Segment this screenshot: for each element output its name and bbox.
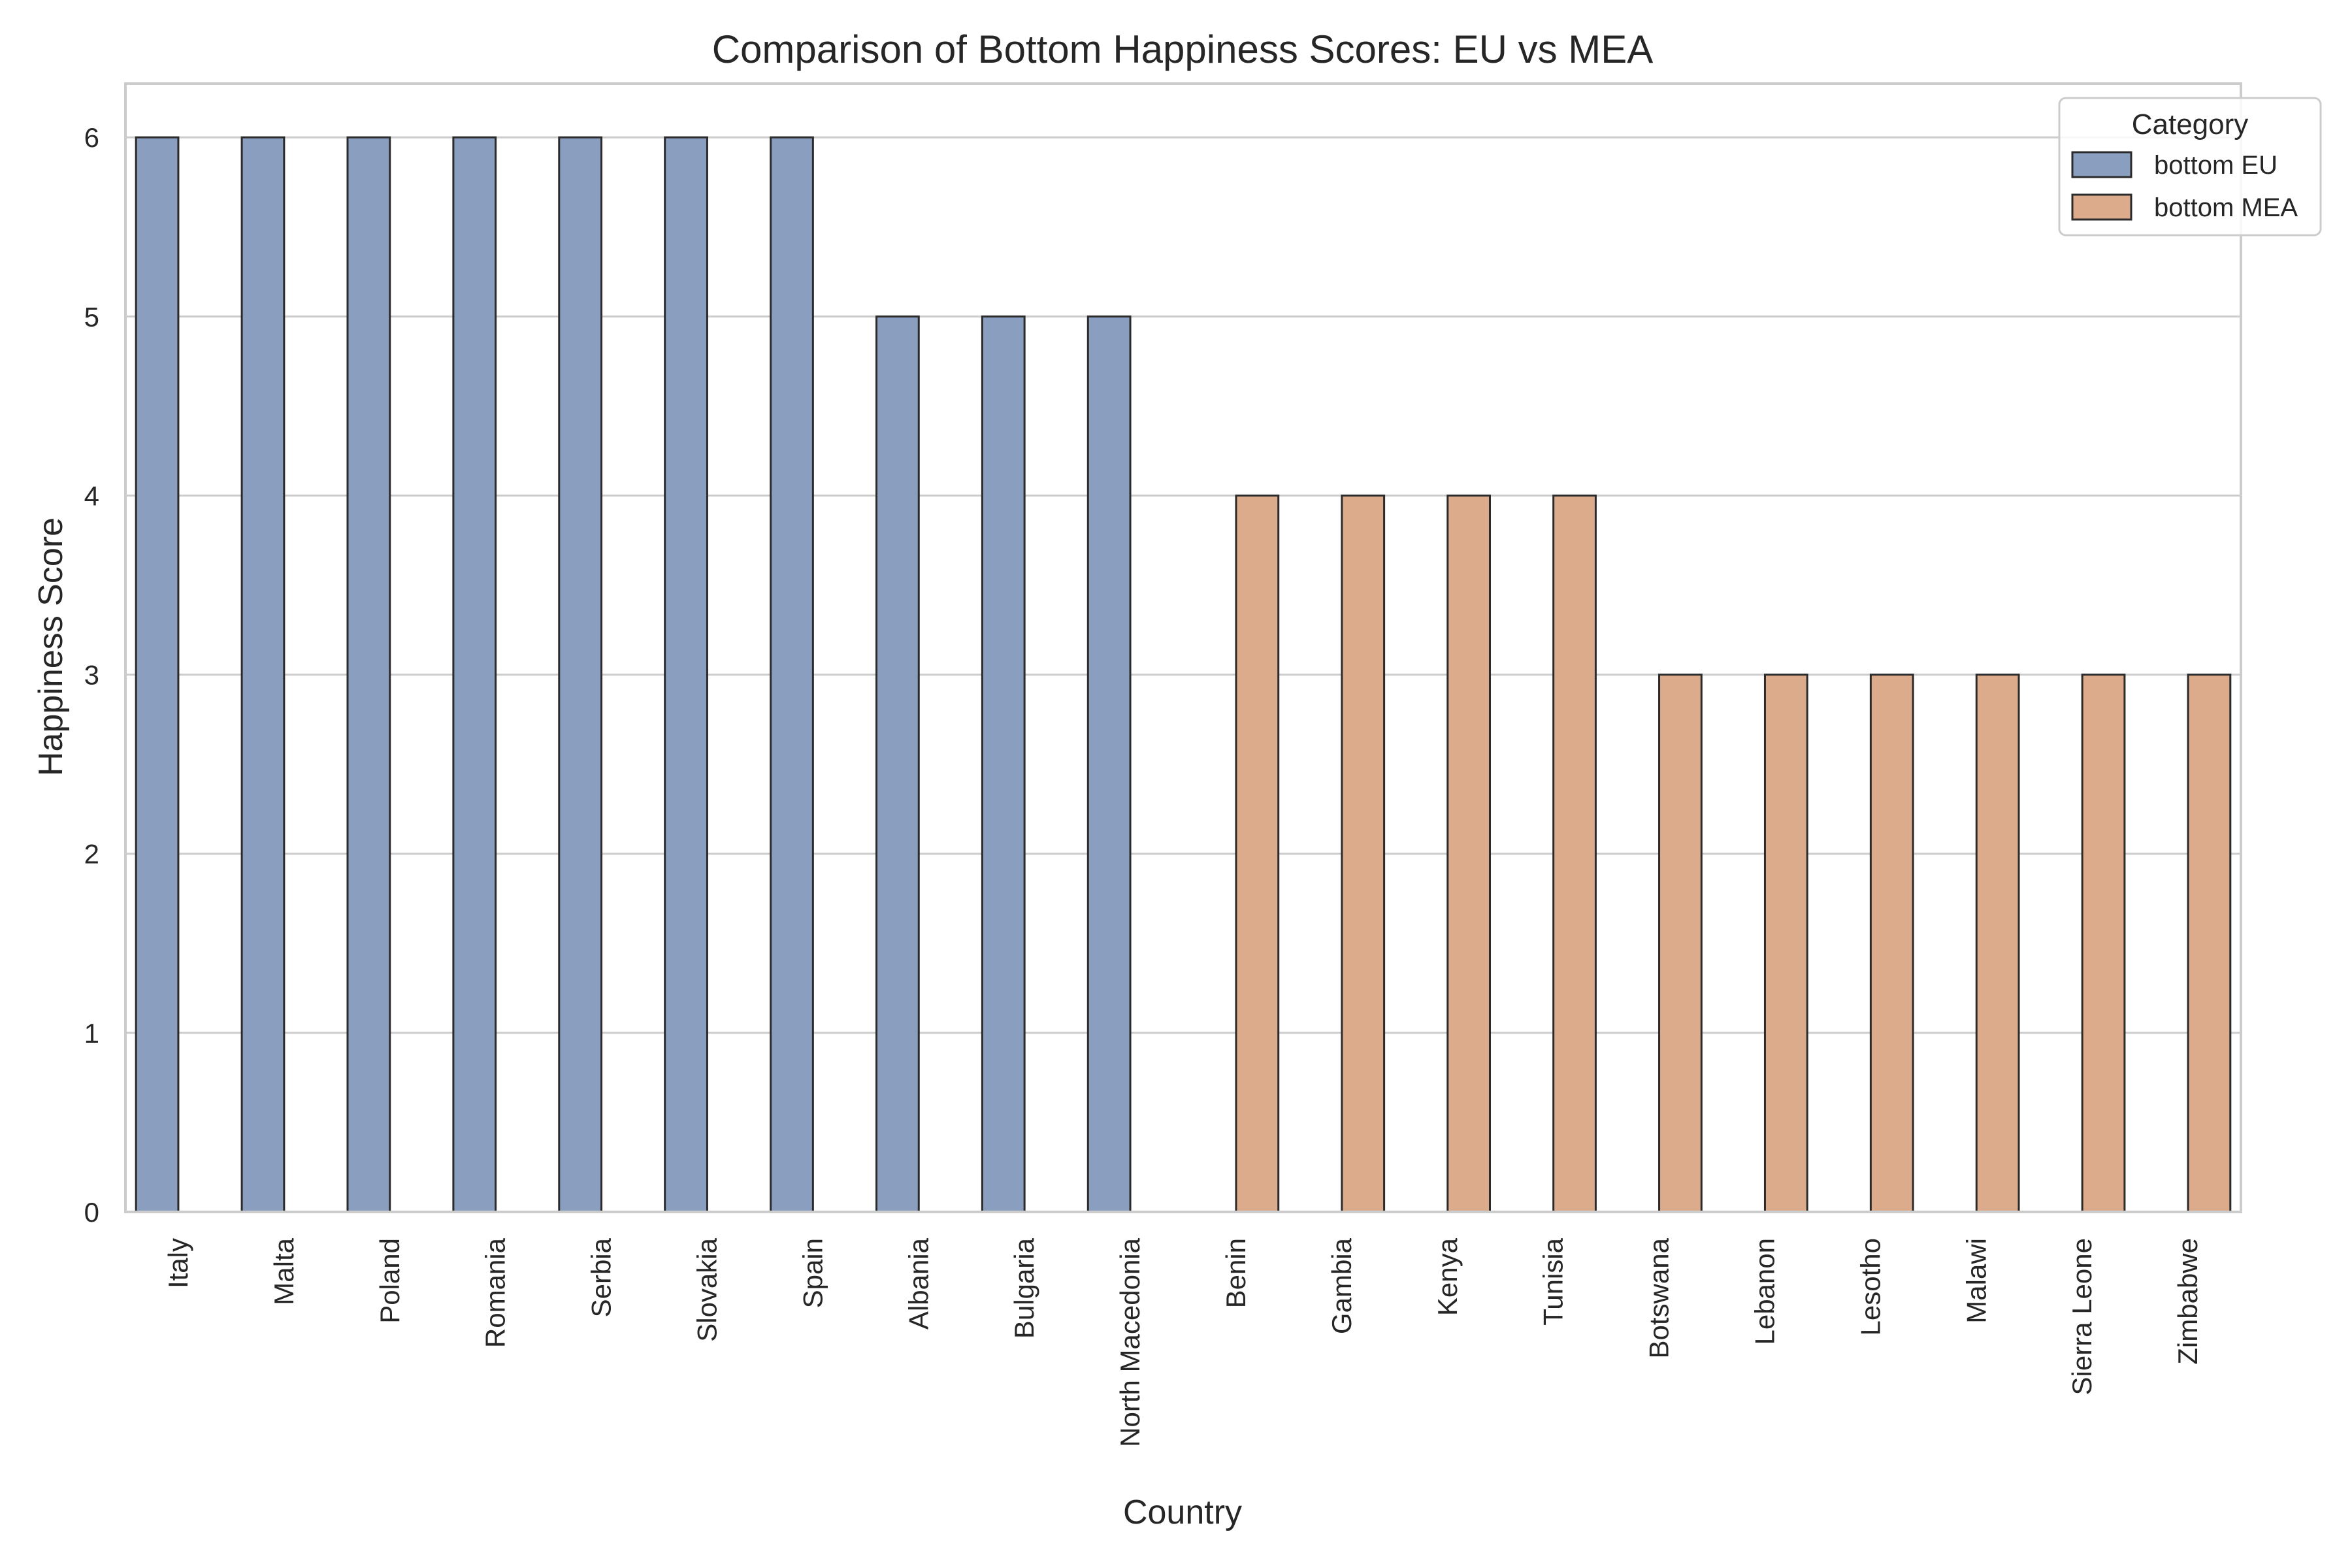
- x-tick-label: Malta: [269, 1237, 299, 1305]
- bar-bottom-mea: [2081, 674, 2126, 1213]
- legend-swatch: [2071, 151, 2132, 178]
- bar-bottom-eu: [1086, 315, 1132, 1213]
- y-axis-label: Happiness Score: [32, 517, 70, 776]
- x-tick-label: Gambia: [1326, 1237, 1357, 1334]
- x-tick-label: Benin: [1220, 1238, 1251, 1308]
- x-tick-label: Serbia: [586, 1237, 617, 1317]
- x-tick-label: Albania: [903, 1237, 934, 1330]
- y-tick-label: 4: [84, 480, 99, 511]
- x-tick-labels: Italy Malta Poland Romania Serbia Slovakia Spa…: [163, 1237, 2203, 1446]
- x-tick-label: Zimbabwe: [2172, 1238, 2203, 1365]
- y-tick-label: 2: [84, 839, 99, 870]
- y-tick-label: 6: [84, 122, 99, 153]
- bar-bottom-eu: [558, 136, 603, 1213]
- x-tick-label: Spain: [797, 1238, 828, 1308]
- bar-bottom-mea: [1235, 494, 1280, 1213]
- bar-bottom-eu: [346, 136, 391, 1213]
- x-tick-label: North Macedonia: [1115, 1237, 1145, 1446]
- bar-bottom-mea: [1869, 674, 1914, 1213]
- x-tick-label: Italy: [163, 1238, 193, 1288]
- x-tick-label: Slovakia: [691, 1237, 722, 1341]
- chart-title: Comparison of Bottom Happiness Scores: E…: [712, 27, 1654, 71]
- legend-items: bottom EU bottom MEA: [2071, 151, 2298, 222]
- y-tick-label: 5: [84, 301, 99, 332]
- bar-bottom-eu: [770, 136, 814, 1213]
- x-tick-label: Bulgaria: [1009, 1237, 1039, 1339]
- y-tick-label: 0: [84, 1197, 99, 1228]
- y-tick-label: 1: [84, 1018, 99, 1049]
- x-tick-label: Kenya: [1432, 1237, 1463, 1316]
- x-tick-label: Lebanon: [1749, 1238, 1780, 1345]
- bar-bottom-eu: [452, 136, 497, 1213]
- bar-bottom-mea: [1763, 674, 1808, 1213]
- bar-bottom-mea: [1658, 674, 1703, 1213]
- x-tick-label: Tunisia: [1538, 1237, 1569, 1325]
- x-axis-label: Country: [1123, 1494, 1242, 1531]
- bar-bottom-mea: [1975, 674, 2020, 1213]
- x-tick-label: Poland: [374, 1238, 405, 1324]
- x-tick-label: Botswana: [1644, 1237, 1674, 1358]
- legend-label: bottom MEA: [2154, 193, 2298, 222]
- x-tick-label: Sierra Leone: [2066, 1238, 2097, 1396]
- bar-bottom-eu: [664, 136, 708, 1213]
- legend-swatch: [2071, 193, 2132, 221]
- bar-bottom-eu: [981, 315, 1026, 1213]
- bar-bottom-mea: [1341, 494, 1386, 1213]
- x-tick-label: Romania: [480, 1237, 511, 1348]
- bar-bottom-eu: [135, 136, 180, 1213]
- plot-frame: [124, 82, 2242, 1213]
- bar-bottom-mea: [1552, 494, 1597, 1213]
- bar-bottom-eu: [875, 315, 920, 1213]
- legend: Category bottom EU bottom MEA: [2058, 97, 2322, 237]
- bar-bottom-mea: [1446, 494, 1492, 1213]
- y-tick-label: 3: [84, 660, 99, 691]
- x-tick-label: Malawi: [1961, 1238, 1991, 1324]
- bar-bottom-mea: [2187, 674, 2232, 1213]
- bar-bottom-eu: [240, 136, 286, 1213]
- y-tick-labels: 0 1 2 3 4 5 6: [84, 122, 99, 1228]
- legend-title: Category: [2132, 108, 2249, 140]
- x-tick-label: Lesotho: [1855, 1238, 1886, 1335]
- legend-label: bottom EU: [2154, 151, 2278, 180]
